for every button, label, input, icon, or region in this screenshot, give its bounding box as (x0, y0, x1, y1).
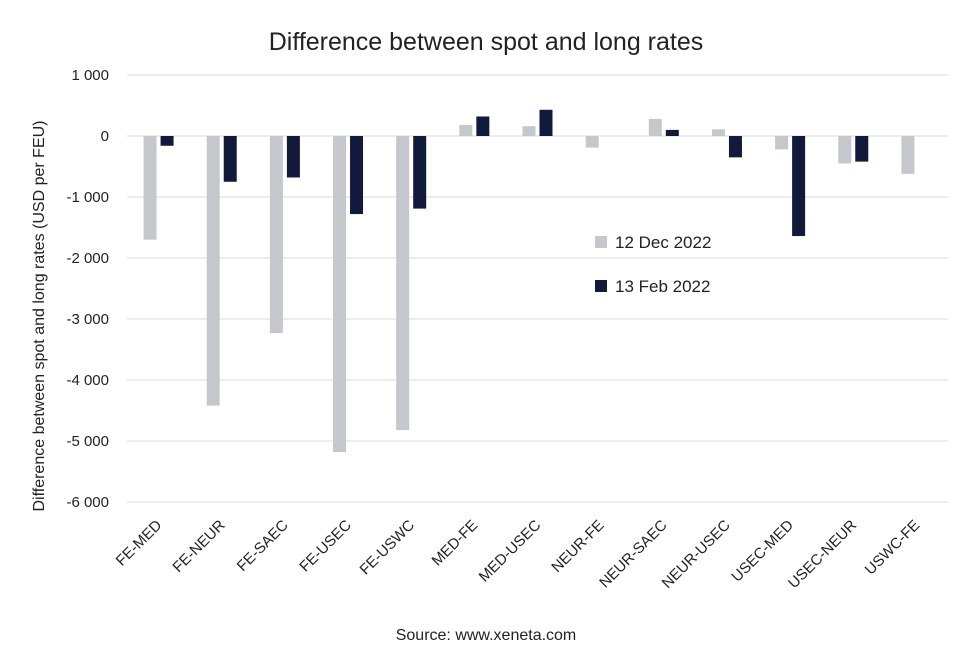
y-tick-label: -2 000 (66, 250, 109, 267)
bar-neur-fe-12-dec-2022 (585, 136, 599, 148)
source-note: Source: www.xeneta.com (395, 627, 577, 644)
bar-fe-saec-12-dec-2022 (269, 136, 283, 334)
x-category-label-usec-med: USEC-MED (728, 517, 797, 586)
legend-label-13-feb-2022: 13 Feb 2022 (615, 277, 710, 296)
bar-neur-usec-13-feb-2022 (728, 136, 742, 158)
bar-usec-neur-12-dec-2022 (838, 136, 852, 164)
bar-fe-med-12-dec-2022 (143, 136, 157, 240)
x-category-label-neur-usec: NEUR-USEC (659, 517, 734, 592)
legend-label-12-dec-2022: 12 Dec 2022 (615, 233, 711, 252)
bar-med-usec-12-dec-2022 (522, 126, 536, 136)
y-tick-label: 0 (101, 128, 109, 145)
bar-fe-neur-12-dec-2022 (206, 136, 220, 406)
bar-med-fe-12-dec-2022 (459, 125, 473, 136)
x-category-label-uswc-fe: USWC-FE (862, 517, 924, 579)
legend: 12 Dec 2022 13 Feb 2022 (595, 233, 711, 296)
legend-swatch-12-dec-2022 (595, 236, 607, 248)
bar-usec-med-13-feb-2022 (792, 136, 806, 237)
bar-med-fe-13-feb-2022 (476, 116, 490, 136)
y-tick-label: 1 000 (71, 67, 109, 84)
x-category-label-fe-uswc: FE-USWC (357, 517, 419, 579)
bar-fe-med-13-feb-2022 (160, 136, 174, 146)
bar-neur-saec-12-dec-2022 (648, 118, 662, 136)
y-tick-label: -1 000 (66, 189, 109, 206)
chart-title: Difference between spot and long rates (268, 28, 704, 56)
x-category-label-usec-neur: USEC-NEUR (785, 517, 860, 592)
gridlines (127, 74, 948, 503)
x-category-label-fe-med: FE-MED (113, 517, 166, 570)
bar-neur-usec-12-dec-2022 (711, 129, 725, 136)
bar-usec-med-12-dec-2022 (775, 136, 789, 150)
y-tick-label: -3 000 (66, 311, 109, 328)
bar-neur-saec-13-feb-2022 (665, 129, 679, 136)
bar-fe-saec-13-feb-2022 (286, 136, 300, 178)
y-axis-ticks: 1 000 0 -1 000 -2 000 -3 000 -4 000 -5 000 -6 0… (66, 67, 109, 511)
x-category-label-fe-neur: FE-NEUR (169, 517, 228, 576)
bar-med-usec-13-feb-2022 (539, 109, 553, 136)
x-axis-categories: FE-MED FE-NEUR FE-SAEC FE-USEC FE-USWC MED-FE… (113, 517, 924, 592)
bar-fe-usec-12-dec-2022 (333, 136, 347, 452)
bar-fe-uswc-13-feb-2022 (413, 136, 427, 209)
legend-swatch-13-feb-2022 (595, 280, 607, 292)
x-category-label-fe-saec: FE-SAEC (234, 517, 292, 575)
x-category-label-med-usec: MED-USEC (476, 517, 545, 586)
bar-fe-usec-13-feb-2022 (350, 136, 364, 215)
x-category-label-fe-usec: FE-USEC (296, 517, 355, 576)
y-tick-label: -6 000 (66, 494, 109, 511)
bar-fe-neur-13-feb-2022 (223, 136, 237, 182)
bar-uswc-fe-12-dec-2022 (901, 136, 915, 174)
y-axis-label: Difference between spot and long rates (… (31, 120, 48, 511)
x-category-label-med-fe: MED-FE (428, 517, 481, 570)
y-tick-label: -5 000 (66, 433, 109, 450)
bar-fe-uswc-12-dec-2022 (396, 136, 410, 431)
y-tick-label: -4 000 (66, 372, 109, 389)
bars (143, 109, 915, 452)
bar-usec-neur-13-feb-2022 (855, 136, 869, 162)
x-category-label-neur-fe: NEUR-FE (548, 517, 607, 576)
